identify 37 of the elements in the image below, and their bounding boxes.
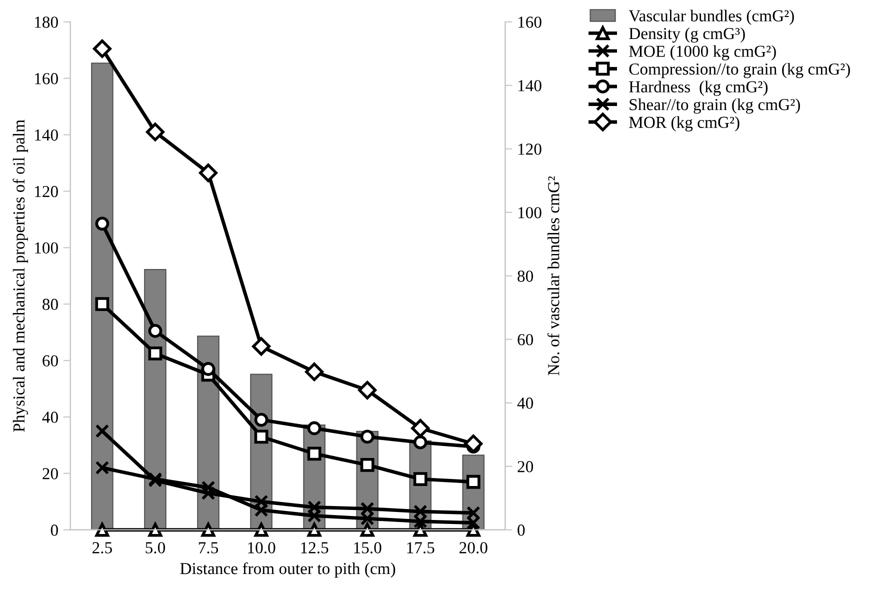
x-tick-label: 12.5 (301, 542, 328, 554)
x-tick-label: 7.5 (198, 542, 218, 554)
y2-tick-label: 160 (518, 16, 542, 28)
legend-label: Shear//to grain (kg cmG²) (630, 98, 800, 114)
y2-tick-label: 60 (518, 334, 534, 346)
y-tick-label: 40 (42, 412, 58, 423)
y-tick-label: 60 (42, 355, 58, 366)
y2-tick-label: 20 (518, 461, 534, 472)
x-tick-label: 15.0 (354, 542, 382, 554)
y-tick-label: 20 (42, 468, 58, 480)
y-tick-label: 180 (35, 16, 58, 28)
x-tick-label: 17.5 (407, 542, 434, 554)
x-tick-label: 10.0 (248, 542, 276, 554)
y-tick-label: 100 (35, 242, 58, 254)
x-axis-title: Distance from outer to pith (cm) (180, 562, 396, 578)
y2-tick-label: 80 (518, 270, 534, 282)
y-tick-label: 120 (35, 186, 58, 198)
legend-label: Density (g cmG³) (629, 27, 745, 43)
x-tick-label: 2.5 (92, 542, 112, 554)
y2-tick-label: 100 (518, 207, 542, 218)
y2-tick-label: 0 (518, 524, 525, 536)
y-tick-label: 160 (35, 73, 58, 84)
legend-label: MOR (kg cmG²) (629, 116, 740, 132)
legend-label: Hardness (kg cmG²) (629, 80, 768, 96)
legend-label: Vascular bundles (cmG²) (628, 10, 794, 25)
y2-tick-label: 40 (517, 398, 534, 409)
y2-axis-title: No. of vascular bundles cmG² (547, 176, 560, 376)
legend-label: Compression//to grain (kg cmG²) (629, 62, 850, 78)
y-axis-title: Physical and mechanical properties of oil palm (12, 120, 28, 432)
y-tick-label: 80 (42, 298, 58, 310)
y-tick-label: 0 (50, 524, 58, 536)
y2-tick-label: 140 (518, 80, 542, 92)
y-tick-label: 140 (35, 129, 58, 141)
x-tick-label: 5.0 (146, 542, 166, 554)
y2-tick-label: 120 (518, 144, 542, 155)
legend-label: MOE (1000 kg cmG²) (629, 45, 776, 60)
x-tick-label: 20.0 (460, 542, 488, 554)
